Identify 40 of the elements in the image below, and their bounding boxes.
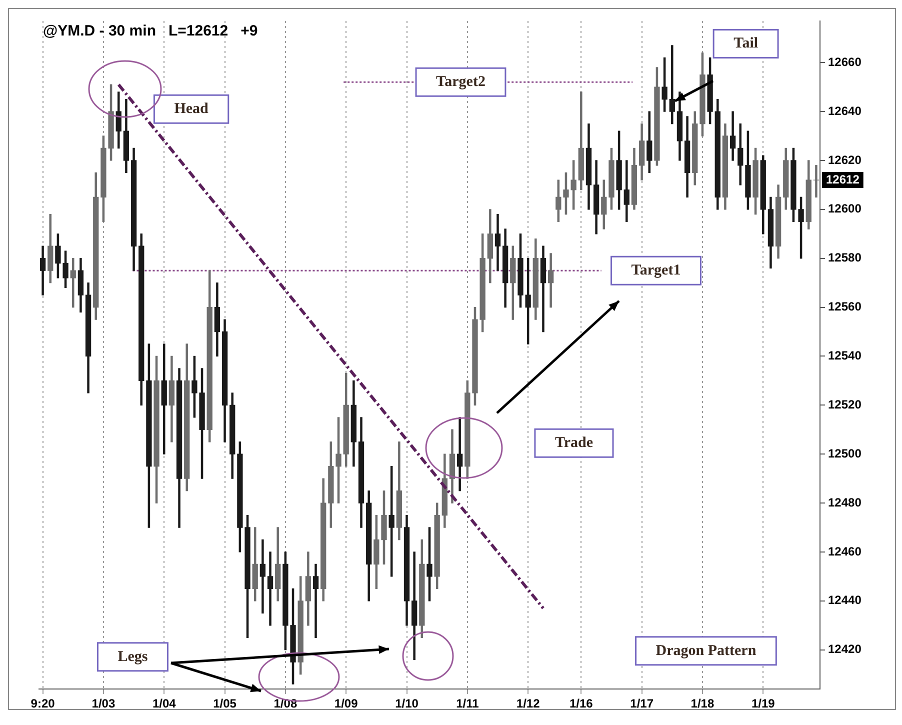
- candlestick: [669, 45, 675, 124]
- y-tick-label: 12600: [828, 202, 862, 216]
- x-tick-label: 1/11: [456, 696, 480, 711]
- x-tick-label: 1/16: [569, 696, 594, 711]
- ref-line-label: Target1: [631, 262, 681, 278]
- y-tick-label: 12480: [828, 495, 862, 510]
- x-tick-label: 1/09: [334, 696, 358, 711]
- candlestick: [312, 564, 319, 638]
- candlestick: [813, 165, 820, 198]
- y-tick-label: 12540: [828, 348, 862, 363]
- x-tick-label: 1/03: [92, 696, 116, 711]
- candlestick: [70, 258, 76, 308]
- y-tick-label: 12660: [828, 54, 862, 69]
- x-tick-label: 1/12: [516, 696, 540, 711]
- candlestick: [260, 539, 266, 614]
- x-tick-label: 1/18: [690, 696, 714, 711]
- y-tick-label: 12520: [828, 397, 862, 412]
- candlestick: [267, 552, 274, 626]
- text: 12612: [826, 172, 860, 186]
- x-tick-label: 1/04: [152, 696, 176, 711]
- y-tick-label: 12460: [828, 544, 862, 558]
- y-tick-label: 12620: [828, 152, 862, 167]
- y-tick-label: 12440: [828, 593, 862, 608]
- annotation: Head: [174, 101, 210, 118]
- y-tick-label: 12580: [828, 250, 862, 265]
- annotation: Dragon Pattern: [656, 642, 757, 659]
- ref-line-label: Target2: [436, 74, 486, 90]
- y-tick-label: 12500: [828, 446, 862, 460]
- x-tick-label: 1/05: [213, 696, 237, 711]
- y-tick-label: 12560: [828, 300, 862, 314]
- x-tick-label: 9:20: [30, 696, 56, 711]
- chart-title: @YM.D - 30 min L=12612 +9: [43, 22, 258, 40]
- annotation: Tail: [734, 36, 758, 52]
- y-tick-label: 12420: [828, 642, 862, 656]
- x-tick-label: 1/19: [751, 696, 776, 711]
- annotation: Trade: [554, 435, 594, 452]
- y-tick-label: 12640: [828, 104, 862, 118]
- x-tick-label: 1/10: [395, 696, 419, 711]
- x-tick-label: 1/17: [630, 696, 654, 711]
- annotation: Legs: [118, 648, 148, 665]
